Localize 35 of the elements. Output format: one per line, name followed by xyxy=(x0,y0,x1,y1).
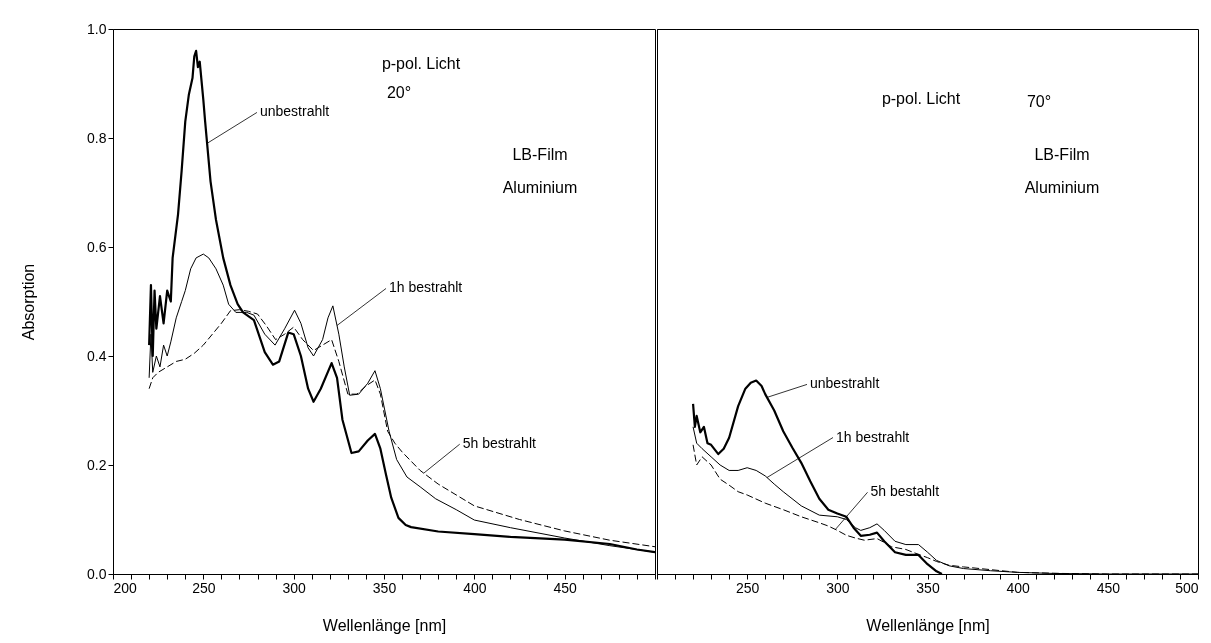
annotation: 5h bestrahlt xyxy=(462,435,537,452)
x-axis-title: Wellenlänge [nm] xyxy=(866,616,990,634)
x-axis-title: Wellenlänge [nm] xyxy=(322,616,447,634)
x-tick-label: 300 xyxy=(826,579,850,596)
x-tick-label: 450 xyxy=(1096,579,1121,596)
x-tick-label: 500 xyxy=(1175,579,1199,596)
annotation: p-pol. Licht xyxy=(881,90,961,107)
annotation: 1h bestrahlt xyxy=(836,428,910,445)
y-tick-label: 0.4 xyxy=(87,347,107,364)
annotation: LB-Film xyxy=(512,146,568,163)
annotation: 5h bestahlt xyxy=(870,483,940,500)
x-tick-label: 400 xyxy=(463,579,487,596)
x-tick-label: 350 xyxy=(916,579,940,596)
annotation: LB-Film xyxy=(1034,146,1090,163)
y-tick-label: 0.2 xyxy=(87,456,107,473)
annotation: unbestrahlt xyxy=(810,375,880,392)
y-tick-label: 0.0 xyxy=(87,565,107,582)
annotation: Aluminium xyxy=(1024,179,1100,196)
x-tick-label: 300 xyxy=(282,579,307,596)
annotation: 70° xyxy=(1026,93,1052,110)
annotation: 1h bestrahlt xyxy=(389,279,463,296)
annotation: Aluminium xyxy=(502,179,578,196)
y-tick-label: 1.0 xyxy=(87,20,107,37)
x-tick-label: 350 xyxy=(372,579,397,596)
annotation: 20° xyxy=(386,84,412,101)
x-tick-label: 200 xyxy=(113,579,138,596)
x-tick-label: 250 xyxy=(735,579,760,596)
x-tick-label: 250 xyxy=(192,579,216,596)
annotation: p-pol. Licht xyxy=(381,55,461,72)
y-tick-label: 0.8 xyxy=(87,129,107,146)
annotation: unbestrahlt xyxy=(259,103,330,120)
x-tick-label: 450 xyxy=(553,579,578,596)
y-tick-label: 0.6 xyxy=(87,238,107,255)
x-tick-label: 400 xyxy=(1006,579,1031,596)
y-axis-title: Absorption xyxy=(20,263,38,341)
